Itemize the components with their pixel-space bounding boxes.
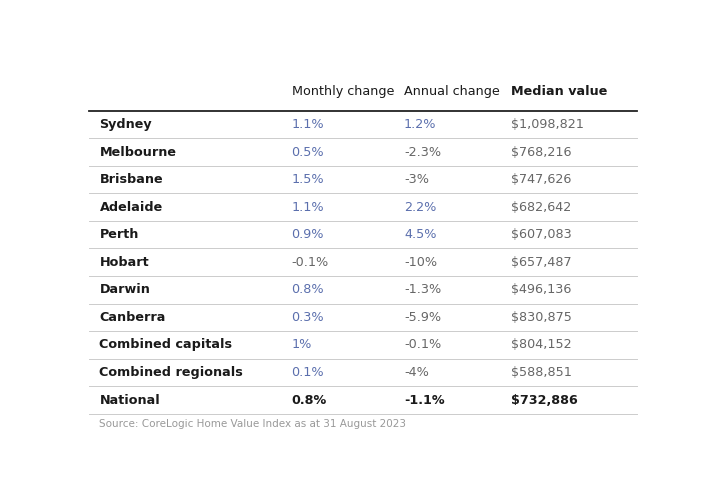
Text: $1,098,821: $1,098,821 xyxy=(511,118,584,131)
Text: Monthly change: Monthly change xyxy=(292,86,394,99)
Text: -1.3%: -1.3% xyxy=(404,283,441,296)
Text: 2.2%: 2.2% xyxy=(404,201,436,214)
Text: 1%: 1% xyxy=(292,338,312,351)
Text: Brisbane: Brisbane xyxy=(99,173,163,186)
Text: $657,487: $657,487 xyxy=(511,256,571,269)
Text: Perth: Perth xyxy=(99,228,139,241)
Text: Hobart: Hobart xyxy=(99,256,149,269)
Text: -2.3%: -2.3% xyxy=(404,145,441,158)
Text: Combined regionals: Combined regionals xyxy=(99,366,244,379)
Text: 1.5%: 1.5% xyxy=(292,173,324,186)
Text: Canberra: Canberra xyxy=(99,311,166,324)
Text: $682,642: $682,642 xyxy=(511,201,571,214)
Text: $588,851: $588,851 xyxy=(511,366,572,379)
Text: Combined capitals: Combined capitals xyxy=(99,338,232,351)
Text: 1.1%: 1.1% xyxy=(292,201,324,214)
Text: 0.3%: 0.3% xyxy=(292,311,324,324)
Text: 0.8%: 0.8% xyxy=(292,394,327,407)
Text: Sydney: Sydney xyxy=(99,118,152,131)
Text: $804,152: $804,152 xyxy=(511,338,571,351)
Text: -1.1%: -1.1% xyxy=(404,394,445,407)
Text: -0.1%: -0.1% xyxy=(404,338,441,351)
Text: National: National xyxy=(99,394,160,407)
Text: 0.9%: 0.9% xyxy=(292,228,324,241)
Text: $747,626: $747,626 xyxy=(511,173,571,186)
Text: $768,216: $768,216 xyxy=(511,145,571,158)
Text: -3%: -3% xyxy=(404,173,429,186)
Text: 0.8%: 0.8% xyxy=(292,283,324,296)
Text: -4%: -4% xyxy=(404,366,429,379)
Text: -10%: -10% xyxy=(404,256,437,269)
Text: $732,886: $732,886 xyxy=(511,394,578,407)
Text: -0.1%: -0.1% xyxy=(292,256,329,269)
Text: $607,083: $607,083 xyxy=(511,228,572,241)
Text: 0.1%: 0.1% xyxy=(292,366,324,379)
Text: 1.2%: 1.2% xyxy=(404,118,437,131)
Text: -5.9%: -5.9% xyxy=(404,311,441,324)
Text: 4.5%: 4.5% xyxy=(404,228,437,241)
Text: 0.5%: 0.5% xyxy=(292,145,324,158)
Text: Source: CoreLogic Home Value Index as at 31 August 2023: Source: CoreLogic Home Value Index as at… xyxy=(99,419,406,429)
Text: Melbourne: Melbourne xyxy=(99,145,176,158)
Text: $830,875: $830,875 xyxy=(511,311,572,324)
Text: Annual change: Annual change xyxy=(404,86,500,99)
Text: $496,136: $496,136 xyxy=(511,283,571,296)
Text: Adelaide: Adelaide xyxy=(99,201,163,214)
Text: Darwin: Darwin xyxy=(99,283,150,296)
Text: 1.1%: 1.1% xyxy=(292,118,324,131)
Text: Median value: Median value xyxy=(511,86,607,99)
